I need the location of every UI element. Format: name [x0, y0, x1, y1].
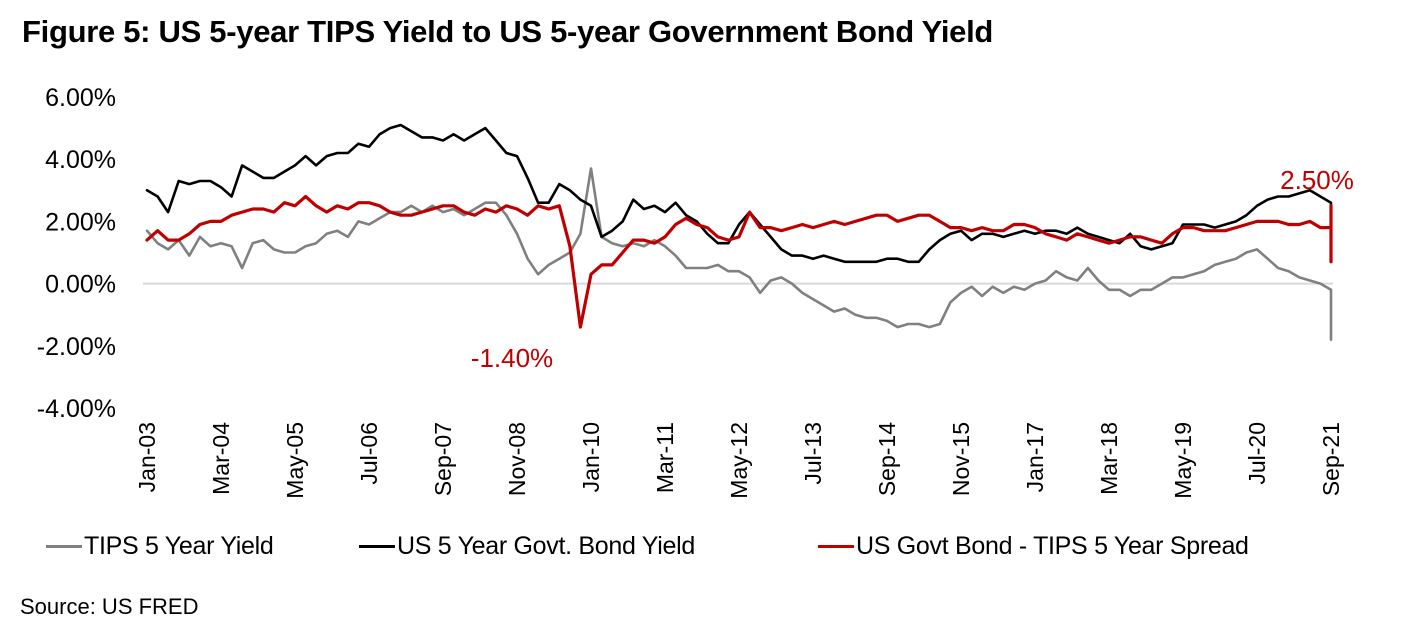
series-line-tips	[145, 167, 1333, 341]
y-tick-label: -4.00%	[37, 395, 116, 423]
annotation-label: 2.50%	[1280, 165, 1354, 195]
series-line-govt	[145, 123, 1333, 264]
series-layer	[145, 123, 1333, 341]
x-tick-label: Jul-13	[800, 422, 826, 485]
x-tick-label: May-05	[282, 422, 308, 499]
annotation-layer: -1.40% 2.50%	[471, 165, 1354, 373]
x-tick-label: Jan-17	[1022, 422, 1048, 492]
x-tick-label: Jul-20	[1244, 422, 1270, 485]
x-tick-label: Nov-15	[948, 422, 974, 496]
x-tick-label: Nov-08	[504, 422, 530, 496]
chart-title: Figure 5: US 5-year TIPS Yield to US 5-y…	[22, 14, 994, 49]
y-tick-label: -2.00%	[37, 333, 116, 361]
legend: TIPS 5 Year Yield US 5 Year Govt. Bond Y…	[0, 532, 1417, 568]
x-tick-label: Jan-10	[578, 422, 604, 492]
line-chart: 6.00% 4.00% 2.00% 0.00% -2.00% -4.00% -1.40% 2…	[37, 84, 1354, 499]
y-tick-label: 0.00%	[45, 271, 116, 299]
x-tick-label: Sep-21	[1318, 422, 1344, 496]
legend-label-tips: TIPS 5 Year Yield	[84, 532, 274, 560]
x-tick-label: Jan-03	[134, 422, 160, 492]
legend-swatch-tips	[46, 545, 82, 548]
legend-item-govt: US 5 Year Govt. Bond Yield	[359, 532, 695, 561]
y-axis: 6.00% 4.00% 2.00% 0.00% -2.00% -4.00%	[37, 84, 116, 423]
x-tick-label: Mar-11	[652, 422, 678, 493]
x-tick-label: Mar-18	[1096, 422, 1122, 495]
x-tick-label: Sep-14	[874, 422, 900, 496]
y-tick-label: 4.00%	[45, 146, 116, 174]
x-tick-label: May-19	[1170, 422, 1196, 499]
x-tick-label: Mar-04	[208, 422, 234, 495]
x-tick-label: Jul-06	[356, 422, 382, 485]
legend-item-tips: TIPS 5 Year Yield	[46, 532, 274, 561]
x-tick-label: May-12	[726, 422, 752, 499]
legend-swatch-govt	[359, 545, 395, 548]
annotation-label: -1.40%	[471, 343, 553, 373]
legend-item-spread: US Govt Bond - TIPS 5 Year Spread	[818, 532, 1249, 561]
y-tick-label: 2.00%	[45, 208, 116, 236]
y-tick-label: 6.00%	[45, 84, 116, 112]
x-axis: Jan-03 Mar-04 May-05 Jul-06 Sep-07 Nov-08 Jan-…	[134, 422, 1344, 499]
legend-label-spread: US Govt Bond - TIPS 5 Year Spread	[856, 532, 1249, 560]
x-tick-label: Sep-07	[430, 422, 456, 496]
series-line-spread	[145, 194, 1333, 329]
source-note: Source: US FRED	[20, 594, 199, 619]
legend-swatch-spread	[818, 545, 854, 548]
legend-label-govt: US 5 Year Govt. Bond Yield	[397, 532, 695, 560]
